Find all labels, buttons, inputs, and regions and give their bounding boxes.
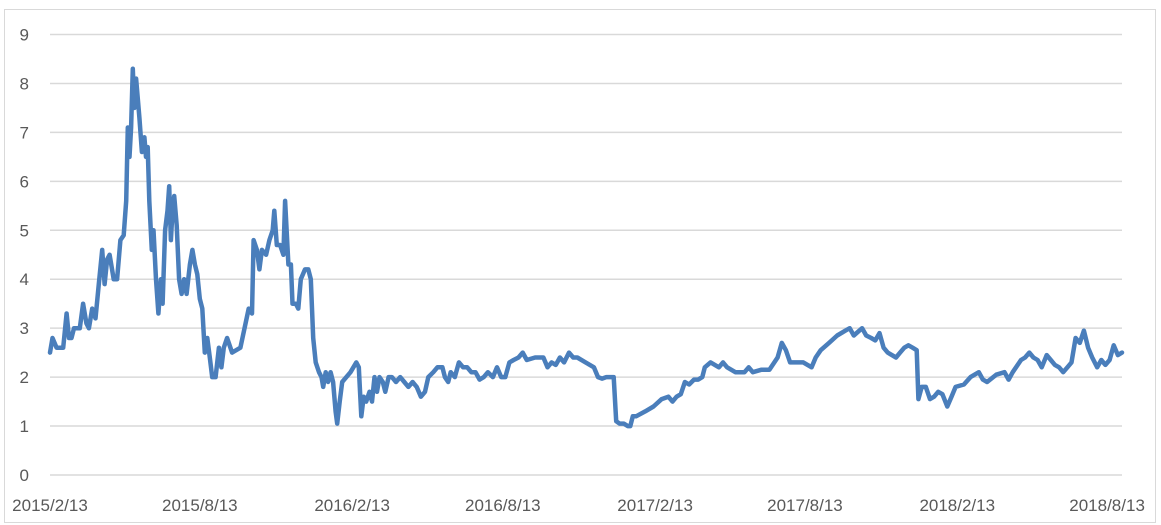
- x-axis-ticks: 2015/2/13 2015/8/13 2016/2/13 2016/8/13 2017…: [12, 496, 1145, 515]
- y-tick-label: 0: [20, 466, 29, 485]
- x-tick-label: 2015/8/13: [162, 496, 238, 515]
- chart-frame: [4, 9, 1156, 523]
- y-tick-label: 4: [20, 270, 29, 289]
- x-tick-label: 2016/8/13: [465, 496, 541, 515]
- y-tick-label: 2: [20, 368, 29, 387]
- y-tick-label: 7: [20, 123, 29, 142]
- x-tick-label: 2017/2/13: [617, 496, 693, 515]
- y-tick-label: 5: [20, 221, 29, 240]
- x-tick-label: 2018/2/13: [919, 496, 995, 515]
- x-tick-label: 2018/8/13: [1069, 496, 1145, 515]
- y-tick-label: 3: [20, 319, 29, 338]
- series-group: [47, 66, 1125, 429]
- y-tick-label: 9: [20, 26, 29, 45]
- x-tick-label: 2016/2/13: [314, 496, 390, 515]
- series-line-0: [47, 66, 1125, 429]
- gridlines: [50, 33, 1122, 476]
- x-tick-label: 2017/8/13: [767, 496, 843, 515]
- y-tick-label: 8: [20, 74, 29, 93]
- y-axis-ticks: 0 1 2 3 4 5 6 7 8 9: [20, 26, 29, 486]
- x-tick-label: 2015/2/13: [12, 496, 88, 515]
- y-tick-label: 1: [20, 417, 29, 436]
- y-tick-label: 6: [20, 172, 29, 191]
